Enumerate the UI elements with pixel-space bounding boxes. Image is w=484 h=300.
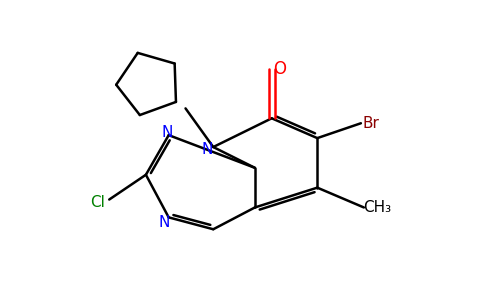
Text: Cl: Cl <box>90 195 105 210</box>
Text: N: N <box>161 125 172 140</box>
Text: O: O <box>273 60 286 78</box>
Text: CH₃: CH₃ <box>363 200 391 215</box>
Text: N: N <box>202 142 213 157</box>
Text: Br: Br <box>363 116 379 131</box>
Text: N: N <box>158 215 169 230</box>
